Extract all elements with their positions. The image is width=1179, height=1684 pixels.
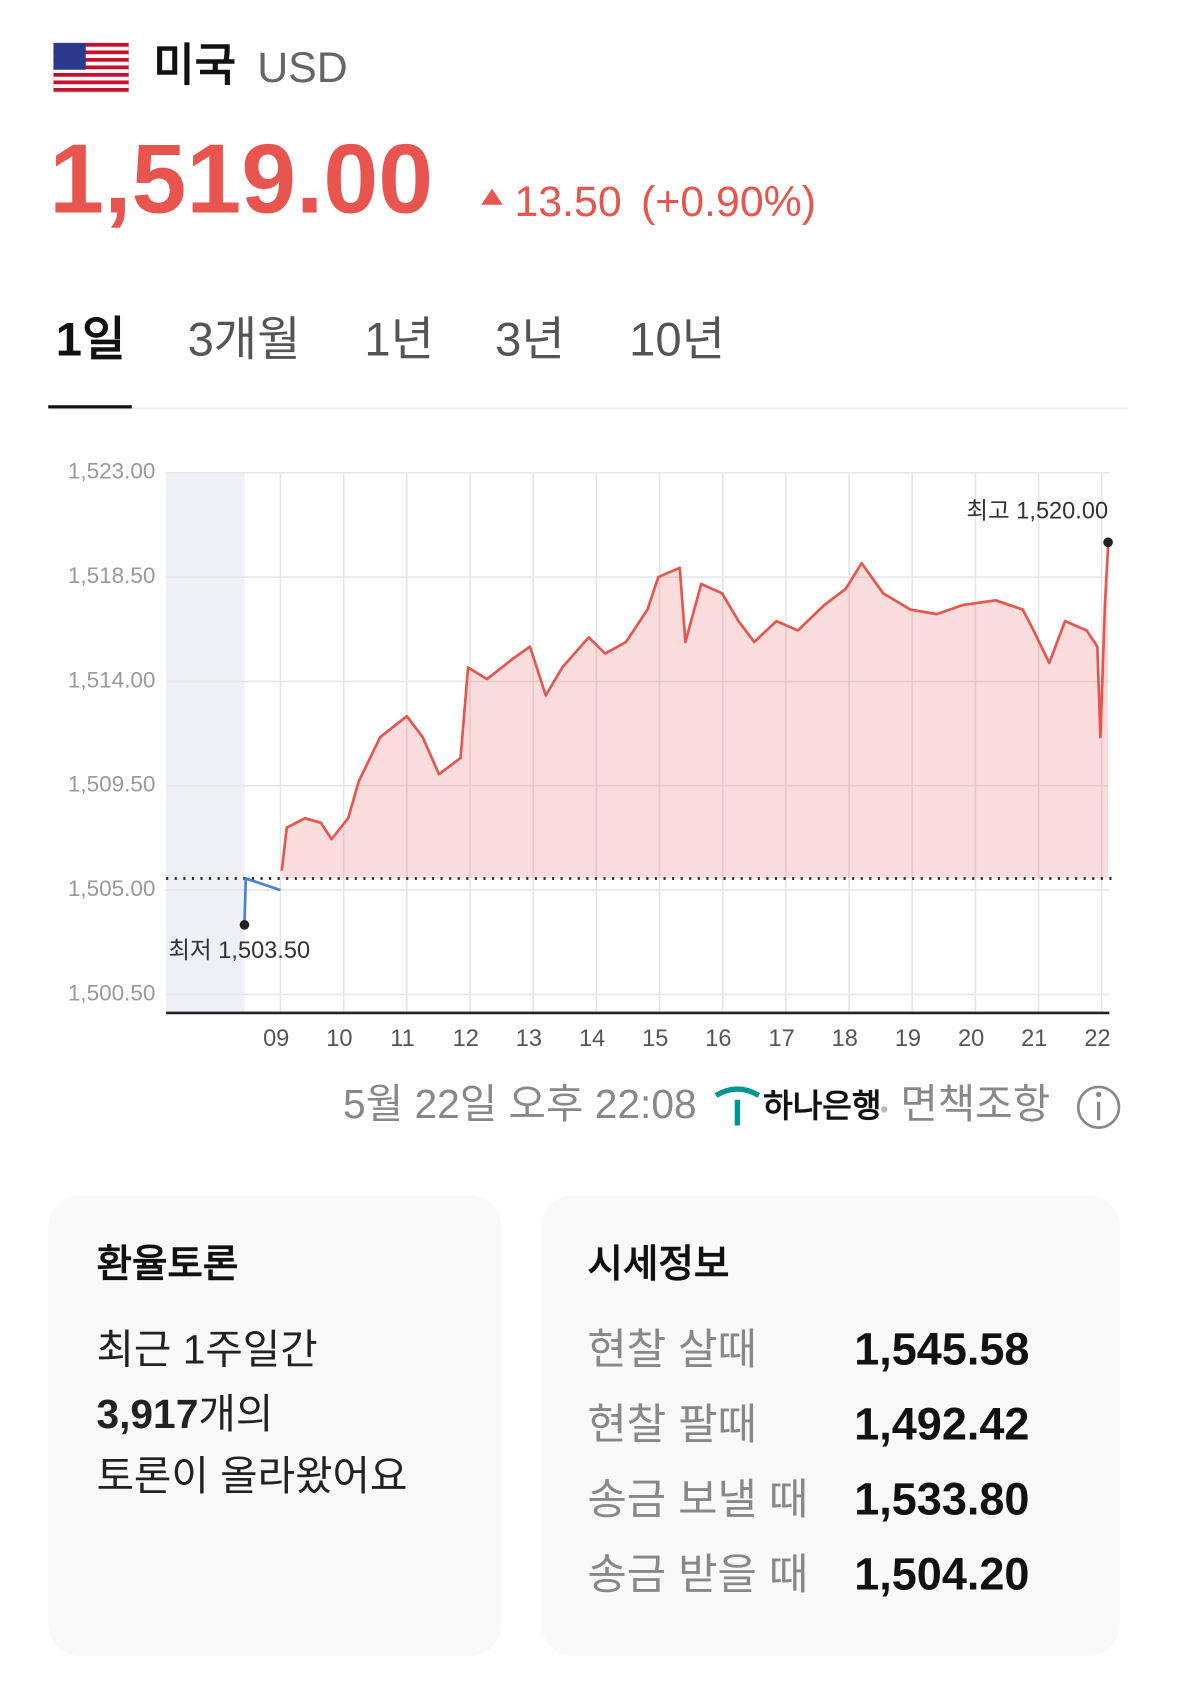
x-tick-label: 18 — [832, 1025, 858, 1051]
tab[interactable]: 3개월 — [188, 313, 301, 366]
bank-logo — [714, 1086, 761, 1126]
rate-label: 송금 받을 때 — [587, 1551, 808, 1599]
y-tick-label: 1,500.50 — [68, 980, 156, 1005]
x-tick-label: 13 — [516, 1025, 542, 1051]
card-title: 시세정보 — [587, 1243, 729, 1286]
rate-value: 1,545.58 — [854, 1324, 1029, 1375]
line — [280, 546, 1110, 871]
currency: USD — [257, 44, 348, 92]
y-tick-label: 1,523.00 — [68, 459, 156, 484]
change-pct: (+0.90%) — [641, 178, 816, 226]
x-tick-label: 11 — [390, 1025, 414, 1051]
extreme-dot — [1103, 537, 1113, 548]
tab[interactable]: 10년 — [629, 313, 725, 366]
x-tick-label: 20 — [958, 1025, 984, 1051]
change: 13.50 — [514, 178, 621, 226]
x-tick-label: 09 — [263, 1025, 289, 1051]
line — [243, 877, 281, 925]
count-suffix: 개의 — [198, 1391, 273, 1437]
tab[interactable]: 1년 — [364, 313, 434, 366]
x-tick-label: 21 — [1021, 1025, 1047, 1051]
discussion-text: 토론이 올라왔어요 — [96, 1453, 407, 1499]
tab[interactable]: 1일 — [56, 313, 126, 366]
discussion-text: 최근 1주일간 — [96, 1326, 317, 1372]
info-icon[interactable] — [1076, 1085, 1121, 1129]
separator — [881, 1106, 888, 1113]
tab[interactable]: 3년 — [495, 313, 565, 366]
rate-label: 현찰 살때 — [587, 1326, 757, 1374]
y-tick-label: 1,518.50 — [68, 563, 156, 588]
rate-value: 1,504.20 — [854, 1549, 1029, 1600]
rate-label: 현찰 팔때 — [587, 1401, 757, 1449]
x-tick-label: 15 — [642, 1025, 668, 1051]
rate-label: 송금 보낼 때 — [587, 1476, 808, 1524]
x-tick-label: 14 — [579, 1025, 605, 1051]
x-tick-label: 16 — [705, 1025, 731, 1051]
flag — [53, 42, 130, 93]
x-tick-label: 10 — [326, 1025, 352, 1051]
up-arrow — [481, 188, 503, 205]
discussion-text: 3,917개의 — [96, 1391, 273, 1437]
extreme-dot — [239, 920, 250, 930]
annotation: 최저 1,503.50 — [168, 937, 310, 963]
disclaimer[interactable]: 면책조항 — [900, 1081, 1050, 1127]
x-tick-label: 19 — [895, 1025, 921, 1051]
night-shade — [166, 472, 245, 1013]
bank: 하나은행 — [763, 1088, 881, 1124]
moon-icon — [214, 1029, 226, 1051]
area — [281, 546, 1109, 879]
rate-value: 1,492.42 — [854, 1399, 1029, 1450]
y-tick-label: 1,514.00 — [68, 667, 156, 692]
country: 미국 — [153, 40, 236, 91]
card-title: 환율토론 — [96, 1243, 238, 1286]
y-tick-label: 1,509.50 — [68, 772, 156, 797]
x-tick-label: 22 — [1084, 1025, 1110, 1051]
tab-underline — [48, 405, 132, 409]
price: 1,519.00 — [49, 124, 433, 234]
x-tick-label: 12 — [453, 1025, 479, 1051]
annotation: 최고 1,520.00 — [966, 498, 1108, 524]
count: 3,917 — [96, 1391, 198, 1437]
timestamp: 5월 22일 오후 22:08 — [343, 1081, 697, 1127]
y-tick-label: 1,505.00 — [68, 876, 156, 901]
x-tick-label: 17 — [768, 1025, 794, 1051]
rate-value: 1,533.80 — [854, 1474, 1029, 1525]
rates-card — [541, 1195, 1121, 1657]
discussion-card[interactable] — [48, 1195, 502, 1657]
